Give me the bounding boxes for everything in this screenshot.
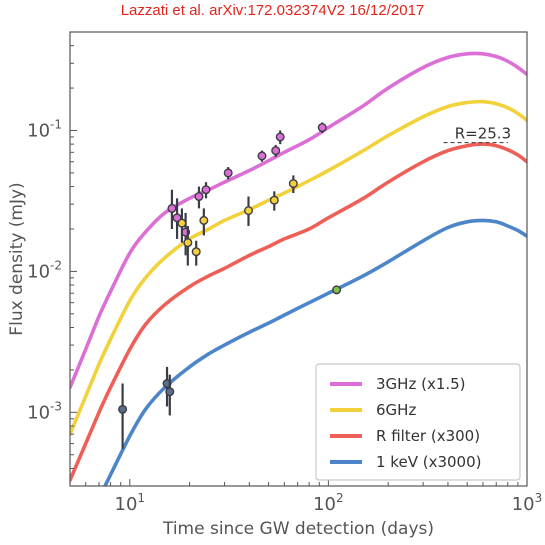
series-line-2 (70, 99, 527, 436)
data-marker (288, 179, 298, 189)
x-tick-label: 101 (115, 491, 146, 515)
observations (118, 122, 342, 449)
data-point (165, 374, 175, 416)
annotation-text: R=25.3 (455, 125, 511, 143)
legend-label: R filter (x300) (376, 427, 480, 445)
legend-item: 1 keV (x3000) (330, 453, 481, 471)
series-line-3 (70, 142, 527, 482)
data-marker (194, 192, 204, 202)
y-axis-label: Flux density (mJy) (7, 182, 27, 335)
data-marker (191, 247, 201, 257)
data-point (243, 196, 253, 227)
data-marker (269, 195, 279, 205)
header-citation: Lazzati et al. arXiv:172.032374V2 16/12/… (120, 2, 425, 19)
data-marker (167, 203, 177, 213)
data-marker (257, 151, 267, 161)
data-point (118, 383, 128, 449)
legend-item: 3GHz (x1.5) (330, 375, 466, 393)
data-point (201, 182, 211, 199)
data-marker (332, 285, 342, 295)
data-point (199, 208, 209, 236)
legend-box (315, 363, 521, 481)
data-marker (118, 404, 128, 414)
data-marker (201, 185, 211, 195)
data-point (167, 189, 177, 229)
annotation: R=25.3 (443, 125, 511, 144)
data-point (288, 175, 298, 194)
data-marker (275, 132, 285, 142)
data-point (183, 226, 193, 266)
data-marker (199, 215, 209, 225)
data-marker (183, 238, 193, 248)
data-point (257, 150, 267, 162)
series-line-4 (103, 218, 527, 486)
legend: 3GHz (x1.5) 6GHz R filter (x300) 1 keV (x30… (315, 363, 521, 481)
data-marker (317, 123, 327, 133)
legend-item: R filter (x300) (330, 427, 480, 445)
legend-label: 3GHz (x1.5) (376, 375, 466, 393)
y-tick-label: 10-3 (27, 399, 62, 423)
data-point (271, 144, 281, 157)
data-point (275, 130, 285, 145)
data-point (194, 186, 204, 209)
data-point (223, 167, 233, 180)
data-marker (271, 146, 281, 156)
x-axis-label: Time since GW detection (days) (162, 519, 434, 539)
y-tick-label: 10-2 (27, 258, 62, 282)
data-marker (177, 218, 187, 228)
data-marker (243, 206, 253, 216)
y-axis: 10-3 10-2 10-1 (27, 31, 77, 487)
series-lines (70, 51, 527, 486)
x-tick-label: 103 (512, 491, 543, 515)
data-point (177, 208, 187, 243)
data-marker (165, 387, 175, 397)
data-point (317, 122, 327, 133)
data-point (191, 240, 201, 266)
x-tick-label: 102 (313, 491, 344, 515)
data-point (332, 285, 342, 295)
legend-label: 6GHz (376, 401, 416, 419)
series-line-1 (70, 51, 527, 390)
y-tick-label: 10-1 (27, 117, 62, 141)
plot-frame (69, 31, 528, 487)
x-axis: 101 102 103 (69, 479, 543, 515)
legend-label: 1 keV (x3000) (376, 453, 481, 471)
data-point (269, 191, 279, 211)
legend-item: 6GHz (330, 401, 416, 419)
data-marker (223, 168, 233, 178)
